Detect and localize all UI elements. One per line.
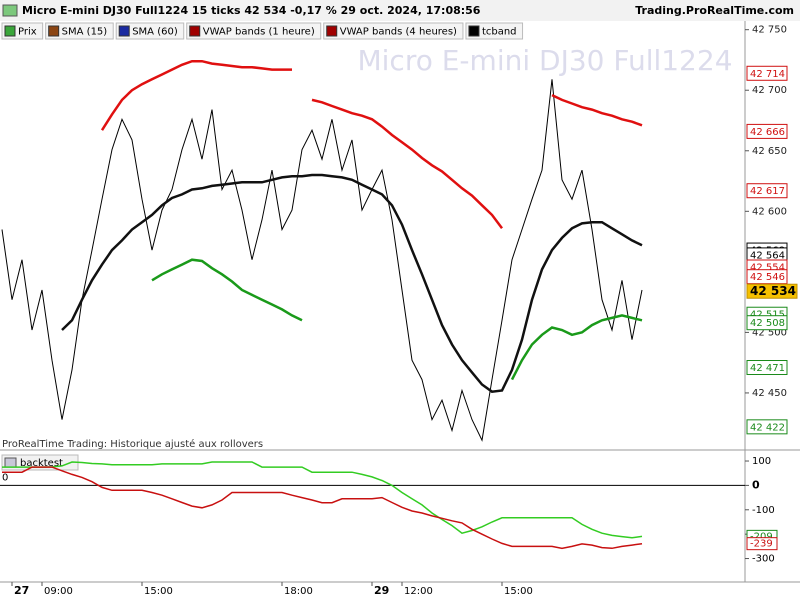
legend-swatch xyxy=(48,25,60,37)
end-label: -239 xyxy=(750,539,773,550)
header-site: Trading.ProRealTime.com xyxy=(635,4,794,17)
backtest-icon xyxy=(4,457,17,468)
legend-label: Prix xyxy=(18,27,37,38)
price-label: 42 508 xyxy=(750,318,785,329)
legend-label: VWAP bands (1 heure) xyxy=(203,27,315,38)
y-tick-label: -100 xyxy=(752,505,775,516)
price-label: 42 666 xyxy=(750,127,785,138)
legend-item-box xyxy=(186,22,322,40)
legend-label: SMA (60) xyxy=(132,27,178,38)
x-tick-label: 29 xyxy=(374,584,389,597)
price-label-box xyxy=(746,183,788,199)
y-tick-label: -300 xyxy=(752,554,775,565)
x-tick-label: 27 xyxy=(14,584,29,597)
y-tick-label: 42 650 xyxy=(752,146,787,157)
series-line xyxy=(100,59,643,230)
header-icon xyxy=(2,4,18,17)
legend-swatch xyxy=(189,25,201,37)
price-label: 42 471 xyxy=(750,363,785,374)
legend-item-box xyxy=(115,22,185,40)
y-tick-label: 42 600 xyxy=(752,206,787,217)
price-label-box xyxy=(746,65,788,81)
x-tick-label: 12:00 xyxy=(404,586,433,597)
baseline-label: 0 xyxy=(2,472,8,483)
x-tick-label: 15:00 xyxy=(504,586,533,597)
legend-swatch xyxy=(118,25,130,37)
legend-item-box xyxy=(465,22,524,40)
price-label-box xyxy=(746,315,788,331)
series-line xyxy=(2,466,643,550)
legend-swatch xyxy=(326,25,338,37)
series-line xyxy=(2,461,643,539)
price-label-box xyxy=(746,123,788,139)
price-label: 42 554 xyxy=(750,263,785,274)
legend-label: VWAP bands (4 heures) xyxy=(340,27,457,38)
watermark: Micro E-mini DJ30 Full1224 xyxy=(357,44,732,77)
x-tick-label: 09:00 xyxy=(44,586,73,597)
header-title: Micro E-mini DJ30 Full1224 15 ticks 42 5… xyxy=(22,4,481,17)
price-label: 42 422 xyxy=(750,422,785,433)
price-label: 42 546 xyxy=(750,272,785,283)
end-label: -209 xyxy=(750,531,773,542)
y-tick-label: 0 xyxy=(752,478,760,491)
series-line xyxy=(1,79,643,442)
price-label-box xyxy=(746,419,788,435)
x-tick-label: 15:00 xyxy=(144,586,173,597)
legend-item-box xyxy=(323,22,464,40)
x-tick-label: 18:00 xyxy=(284,586,313,597)
price-label-box xyxy=(746,269,788,285)
y-tick-label: 42 750 xyxy=(752,25,787,36)
price-label: 42 534 xyxy=(750,284,796,298)
price-label-box xyxy=(746,283,798,299)
legend: Prix SMA (15) SMA (60) VWAP bands (1 heure)… xyxy=(1,22,524,40)
y-tick-label: 100 xyxy=(752,456,771,467)
legend-swatch xyxy=(468,25,480,37)
y-tick-label: 42 500 xyxy=(752,327,787,338)
y-tick-label: 42 700 xyxy=(752,85,787,96)
legend-item-box xyxy=(45,22,114,40)
legend-label: SMA (15) xyxy=(62,27,108,38)
y-tick-label: 42 450 xyxy=(752,388,787,399)
end-label-box xyxy=(746,537,778,551)
price-label: 42 617 xyxy=(750,186,785,197)
series-line xyxy=(61,173,643,393)
note: ProRealTime Trading: Historique ajusté a… xyxy=(2,438,263,450)
legend-swatch xyxy=(4,25,16,37)
legend-label: tcband xyxy=(482,27,517,38)
header-bar xyxy=(0,0,800,21)
series-line xyxy=(151,258,643,381)
price-label: 42 714 xyxy=(750,69,785,80)
backtest-title: backtest xyxy=(20,458,63,469)
price-label: 42 564 xyxy=(750,250,785,261)
price-label-box xyxy=(746,360,788,376)
